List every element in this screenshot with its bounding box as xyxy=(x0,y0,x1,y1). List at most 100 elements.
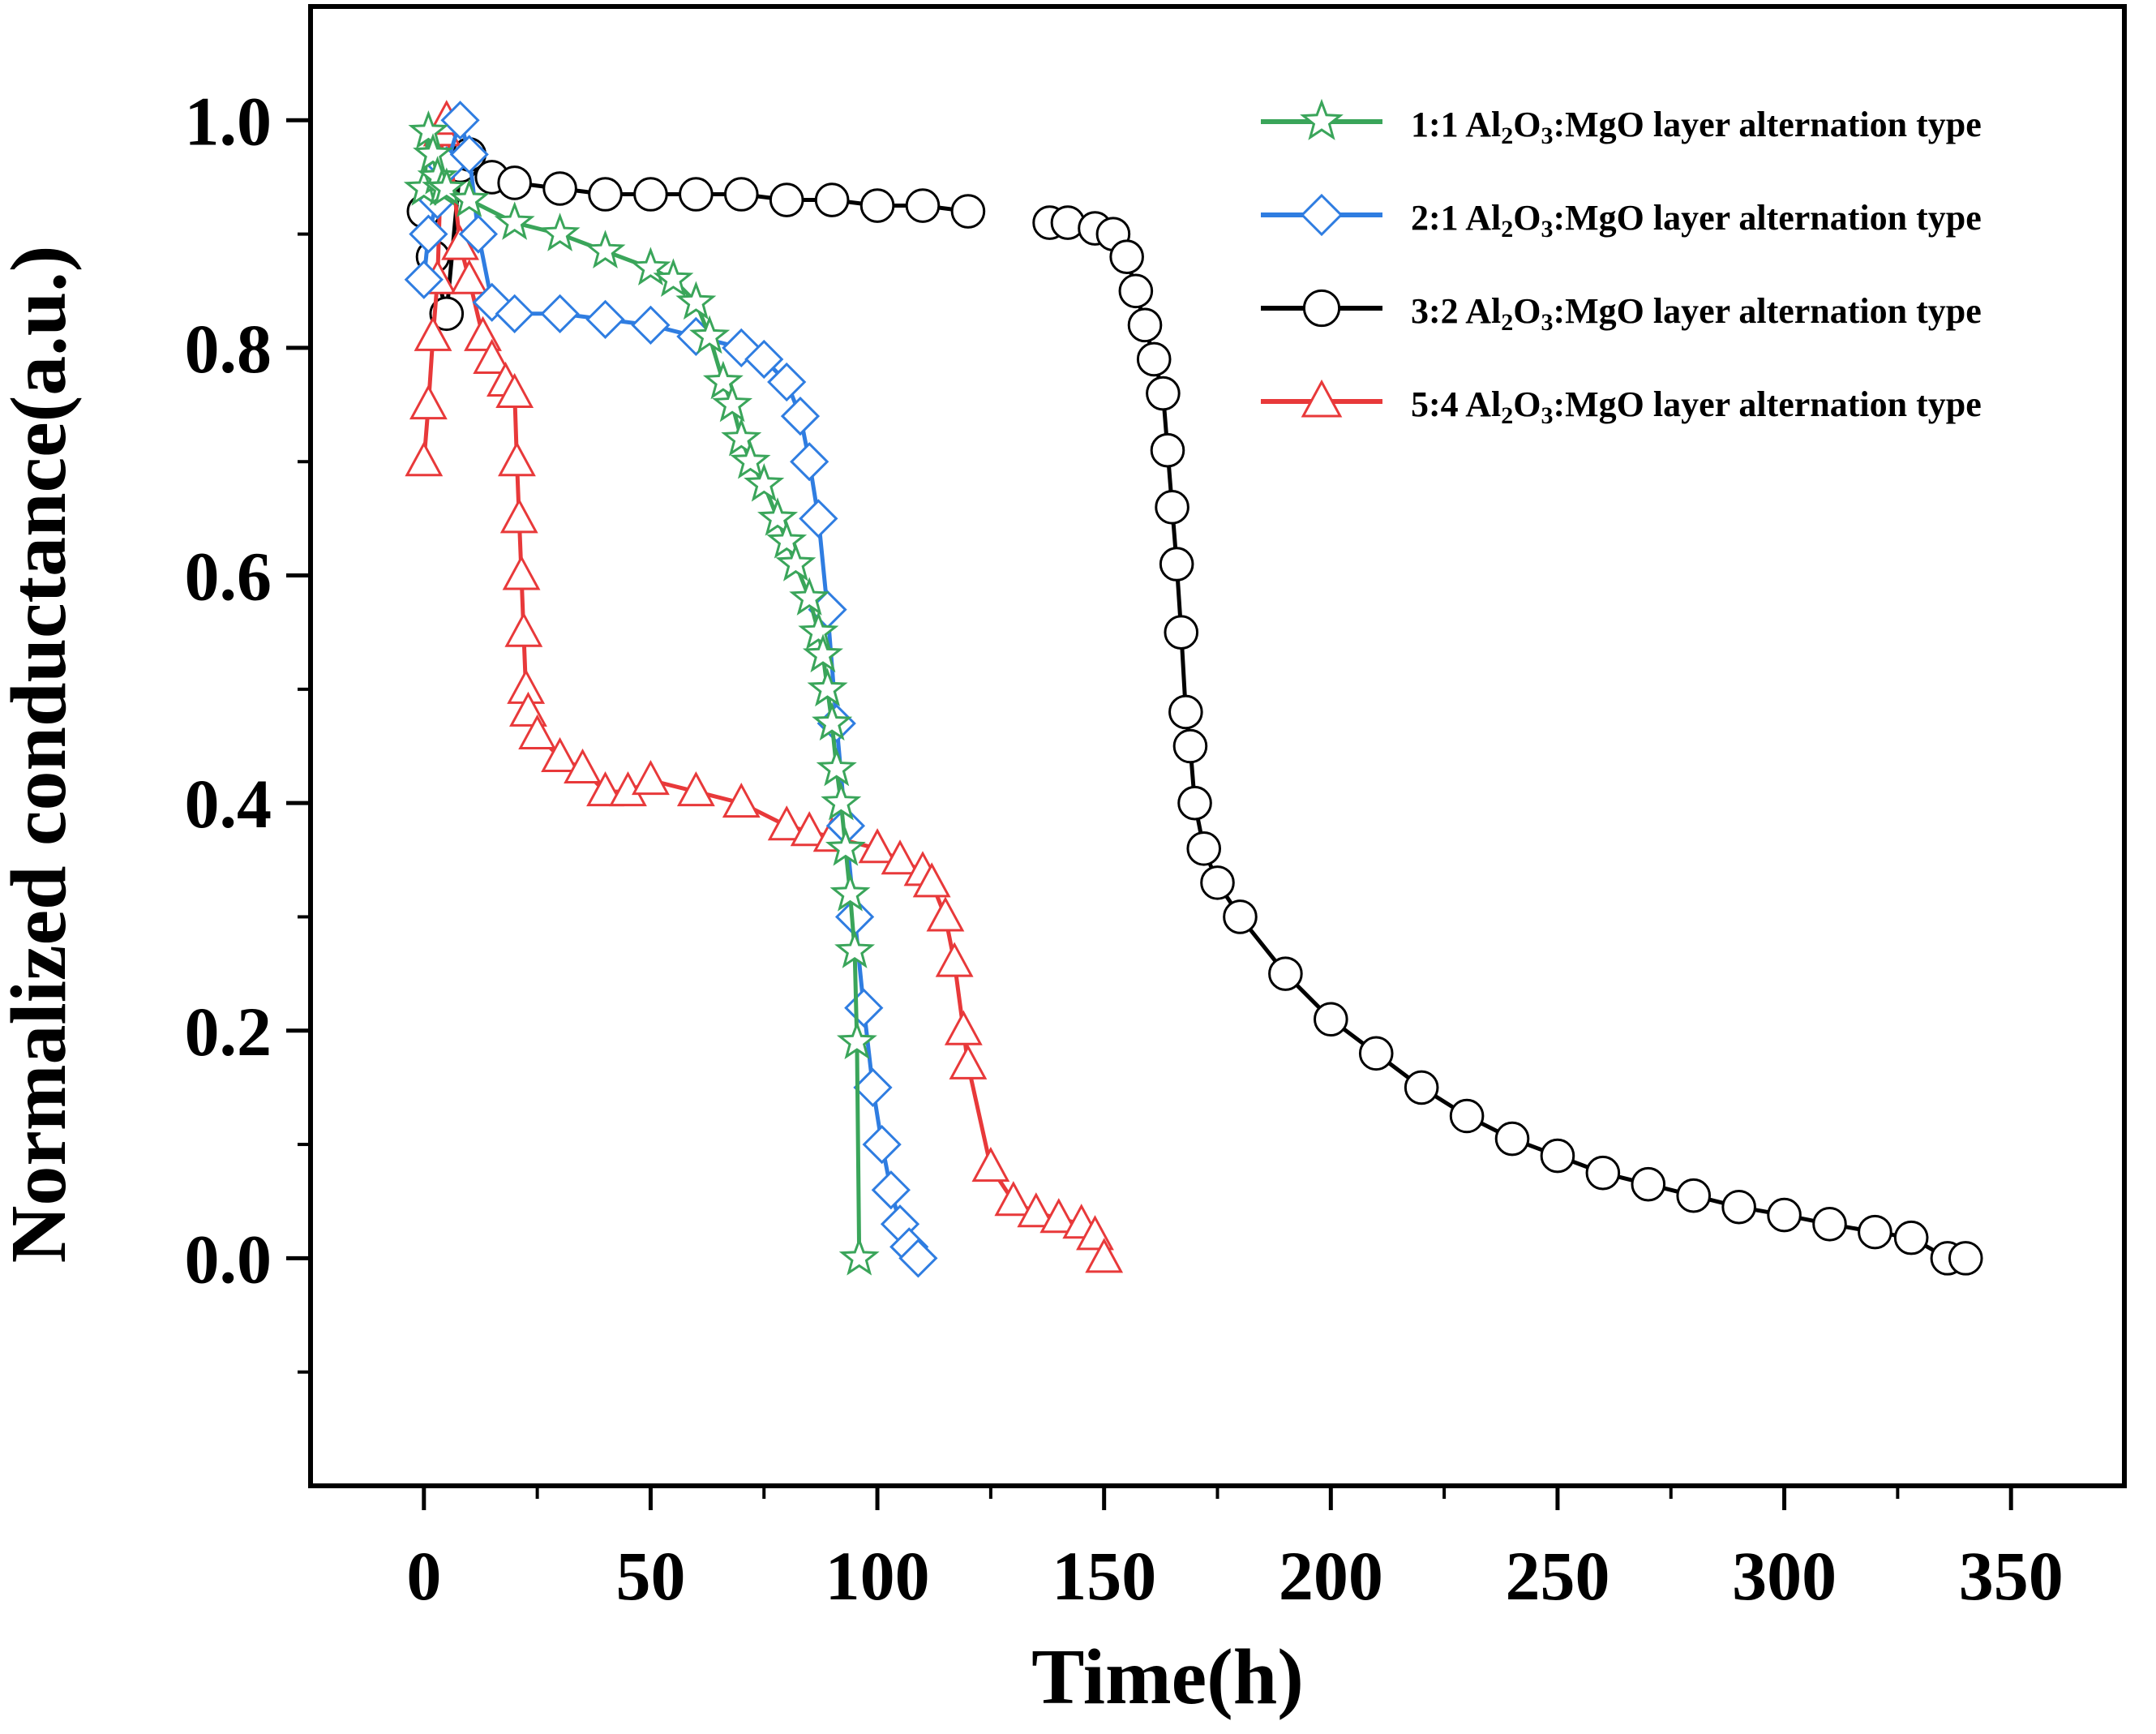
data-point xyxy=(539,212,581,251)
legend-subscript: 3 xyxy=(1541,122,1553,149)
legend: 1:1 Al2O3:MgO layer alternation type 2:1 … xyxy=(1261,98,1982,429)
data-point xyxy=(789,577,830,616)
data-point xyxy=(1177,785,1212,821)
data-point xyxy=(1449,1098,1485,1134)
data-point xyxy=(971,1146,1010,1182)
data-point xyxy=(404,260,444,299)
legend-marker xyxy=(1300,98,1344,140)
data-point xyxy=(689,315,731,354)
data-point xyxy=(586,770,624,807)
data-point xyxy=(821,781,862,821)
axes: 0 50 100 150 200 250 300 350 0.0 0.2 0.4 0.6 0.8 1.0 xyxy=(185,4,2127,1615)
legend-subscript: 3 xyxy=(1541,216,1553,243)
legend-text-part: :MgO layer alternation type xyxy=(1553,291,1981,331)
data-point xyxy=(1404,1070,1439,1105)
data-point xyxy=(816,747,857,787)
data-point xyxy=(767,362,807,402)
data-point xyxy=(790,442,829,482)
data-point xyxy=(413,133,453,172)
data-point xyxy=(499,498,538,534)
legend-entry-2-1: 2:1 Al2O3:MgO layer alternation type xyxy=(1261,193,1982,243)
data-point xyxy=(712,383,753,423)
data-point xyxy=(767,805,806,841)
legend-marker xyxy=(1301,379,1343,418)
data-point xyxy=(836,1020,877,1060)
data-point xyxy=(679,177,714,212)
legend-subscript: 3 xyxy=(1541,309,1553,336)
data-point xyxy=(408,109,449,149)
data-point xyxy=(1039,1198,1078,1234)
data-point xyxy=(950,194,986,229)
data-point xyxy=(502,555,541,590)
data-point xyxy=(766,520,808,559)
data-point xyxy=(1127,307,1163,343)
x-tick-label: 50 xyxy=(615,1537,685,1615)
legend-subscript: 2 xyxy=(1501,122,1513,149)
data-point xyxy=(807,667,848,707)
data-point xyxy=(588,177,623,212)
x-tick-label: 100 xyxy=(825,1537,930,1615)
data-point xyxy=(495,294,534,333)
data-point xyxy=(702,360,744,400)
data-point xyxy=(798,611,839,650)
data-point xyxy=(744,339,784,380)
data-point xyxy=(744,463,785,502)
data-point xyxy=(630,247,671,285)
legend-text-part: O xyxy=(1513,384,1541,424)
data-point xyxy=(1585,1155,1621,1191)
y-tick-label: 0.6 xyxy=(185,538,272,616)
data-point xyxy=(1948,1241,1983,1276)
data-point xyxy=(448,178,490,217)
data-point xyxy=(898,1238,938,1278)
data-point xyxy=(1109,239,1144,274)
data-point xyxy=(859,188,895,223)
data-point xyxy=(409,384,448,420)
legend-marker xyxy=(1302,289,1341,328)
data-point xyxy=(675,281,717,320)
legend-text-part: O xyxy=(1513,198,1541,238)
data-point xyxy=(497,165,532,200)
data-point xyxy=(1150,432,1185,468)
y-tick-label: 0.8 xyxy=(185,310,272,388)
x-tick-label: 200 xyxy=(1279,1537,1383,1615)
data-point xyxy=(1721,1189,1756,1225)
legend-text-part: :MgO layer alternation type xyxy=(1553,105,1981,144)
data-point xyxy=(1767,1197,1802,1233)
data-point xyxy=(440,101,480,140)
data-point xyxy=(585,299,625,339)
data-point xyxy=(1172,728,1208,764)
data-point xyxy=(1676,1178,1712,1213)
data-point xyxy=(1631,1166,1666,1202)
legend-subscript: 2 xyxy=(1501,402,1513,429)
data-point xyxy=(994,1181,1033,1217)
data-point xyxy=(495,372,534,409)
data-point xyxy=(653,258,694,297)
legend-text-part: 5:4 Al xyxy=(1411,384,1501,424)
data-point xyxy=(1136,341,1172,377)
legend-text-part: 3:2 Al xyxy=(1411,291,1501,331)
data-point xyxy=(802,633,843,673)
y-tick-label: 0.0 xyxy=(185,1220,272,1298)
data-point xyxy=(812,702,853,741)
x-tick-label: 350 xyxy=(1959,1537,2064,1615)
data-point xyxy=(426,167,467,206)
x-axis-title: Time(h) xyxy=(1031,1633,1304,1721)
data-point xyxy=(494,201,535,240)
series-2-1 xyxy=(404,101,938,1278)
series-1-1 xyxy=(403,109,880,1276)
data-point xyxy=(1314,1002,1348,1037)
legend-label: 2:1 Al2O3:MgO layer alternation type xyxy=(1411,198,1982,243)
data-point xyxy=(799,499,838,539)
data-point xyxy=(540,294,580,333)
data-point xyxy=(1494,1121,1530,1157)
data-point xyxy=(504,612,543,647)
data-point xyxy=(1858,1214,1892,1250)
x-tick-label: 300 xyxy=(1732,1537,1837,1615)
x-tick-label: 150 xyxy=(1052,1537,1156,1615)
legend-label: 1:1 Al2O3:MgO layer alternation type xyxy=(1411,105,1982,149)
series-5-4 xyxy=(405,100,1124,1273)
data-point xyxy=(834,929,876,968)
data-point xyxy=(862,1124,902,1165)
legend-subscript: 3 xyxy=(1541,402,1553,429)
